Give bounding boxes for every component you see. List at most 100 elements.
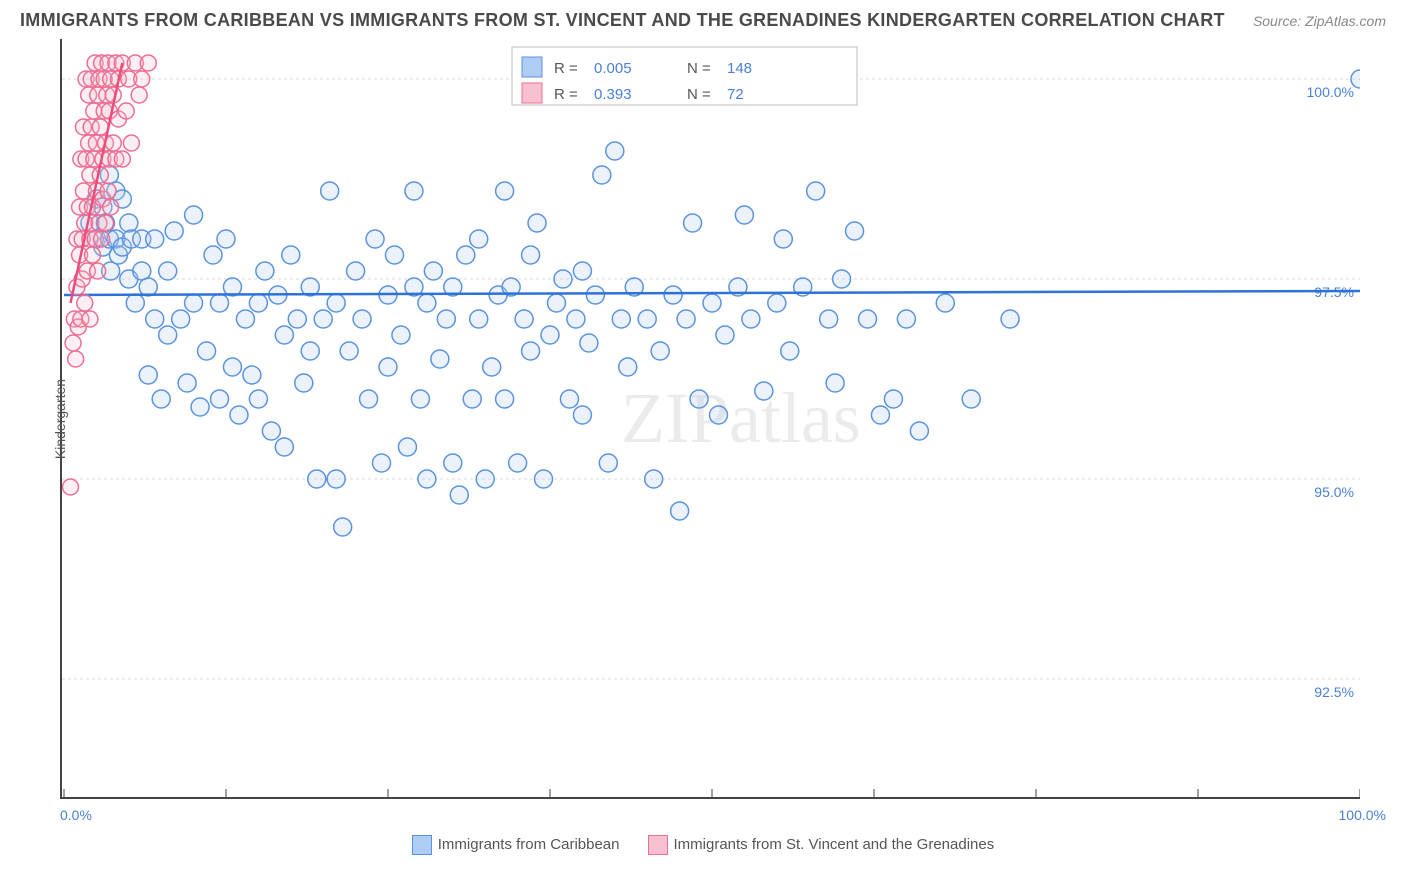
data-point-caribbean bbox=[781, 342, 799, 360]
data-point-caribbean bbox=[671, 502, 689, 520]
data-point-svg bbox=[105, 135, 121, 151]
data-point-caribbean bbox=[366, 230, 384, 248]
data-point-caribbean bbox=[638, 310, 656, 328]
data-point-caribbean bbox=[185, 206, 203, 224]
data-point-caribbean bbox=[217, 230, 235, 248]
data-point-caribbean bbox=[768, 294, 786, 312]
data-point-caribbean bbox=[165, 222, 183, 240]
legend-label: Immigrants from St. Vincent and the Gren… bbox=[674, 836, 995, 853]
data-point-caribbean bbox=[573, 262, 591, 280]
scatter-plot: 92.5%95.0%97.5%100.0%ZIPatlasR =0.005N =… bbox=[60, 39, 1360, 799]
data-point-caribbean bbox=[509, 454, 527, 472]
data-point-caribbean bbox=[871, 406, 889, 424]
data-point-caribbean bbox=[353, 310, 371, 328]
data-point-caribbean bbox=[437, 310, 455, 328]
data-point-caribbean bbox=[515, 310, 533, 328]
data-point-caribbean bbox=[282, 246, 300, 264]
data-point-caribbean bbox=[664, 286, 682, 304]
data-point-caribbean bbox=[230, 406, 248, 424]
data-point-svg bbox=[90, 263, 106, 279]
data-point-caribbean bbox=[191, 398, 209, 416]
data-point-caribbean bbox=[249, 390, 267, 408]
data-point-caribbean bbox=[236, 310, 254, 328]
data-point-caribbean bbox=[139, 366, 157, 384]
data-point-caribbean bbox=[340, 342, 358, 360]
data-point-caribbean bbox=[807, 182, 825, 200]
legend-label: Immigrants from Caribbean bbox=[438, 836, 620, 853]
data-point-caribbean bbox=[651, 342, 669, 360]
data-point-svg bbox=[62, 479, 78, 495]
data-point-caribbean bbox=[398, 438, 416, 456]
data-point-caribbean bbox=[619, 358, 637, 376]
data-point-caribbean bbox=[541, 326, 559, 344]
data-point-caribbean bbox=[243, 366, 261, 384]
chart-header: IMMIGRANTS FROM CARIBBEAN VS IMMIGRANTS … bbox=[0, 0, 1406, 39]
data-point-caribbean bbox=[554, 270, 572, 288]
data-point-caribbean bbox=[392, 326, 410, 344]
y-tick-label: 95.0% bbox=[1314, 484, 1354, 500]
watermark: ZIPatlas bbox=[621, 378, 861, 458]
data-point-svg bbox=[68, 351, 84, 367]
legend-n-label: N = bbox=[687, 60, 711, 77]
data-point-caribbean bbox=[256, 262, 274, 280]
data-point-caribbean bbox=[936, 294, 954, 312]
data-point-caribbean bbox=[198, 342, 216, 360]
data-point-caribbean bbox=[159, 262, 177, 280]
legend-swatch bbox=[648, 835, 668, 855]
data-point-svg bbox=[94, 231, 110, 247]
data-point-caribbean bbox=[275, 438, 293, 456]
data-point-caribbean bbox=[159, 326, 177, 344]
data-point-svg bbox=[134, 71, 150, 87]
legend-r-value: 0.005 bbox=[594, 60, 632, 77]
data-point-svg bbox=[82, 311, 98, 327]
data-point-caribbean bbox=[360, 390, 378, 408]
data-point-caribbean bbox=[327, 470, 345, 488]
data-point-caribbean bbox=[476, 470, 494, 488]
legend-swatch bbox=[522, 83, 542, 103]
legend-r-label: R = bbox=[554, 60, 578, 77]
data-point-caribbean bbox=[146, 310, 164, 328]
data-point-caribbean bbox=[599, 454, 617, 472]
data-point-caribbean bbox=[211, 390, 229, 408]
data-point-caribbean bbox=[223, 358, 241, 376]
data-point-caribbean bbox=[418, 294, 436, 312]
data-point-caribbean bbox=[211, 294, 229, 312]
data-point-caribbean bbox=[586, 286, 604, 304]
data-point-caribbean bbox=[567, 310, 585, 328]
data-point-caribbean bbox=[859, 310, 877, 328]
x-max-label: 100.0% bbox=[1339, 807, 1386, 823]
data-point-caribbean bbox=[288, 310, 306, 328]
legend-r-label: R = bbox=[554, 86, 578, 103]
data-point-svg bbox=[118, 103, 134, 119]
data-point-caribbean bbox=[522, 342, 540, 360]
data-point-caribbean bbox=[385, 246, 403, 264]
data-point-caribbean bbox=[470, 230, 488, 248]
data-point-caribbean bbox=[826, 374, 844, 392]
data-point-caribbean bbox=[120, 214, 138, 232]
data-point-caribbean bbox=[522, 246, 540, 264]
legend-n-value: 148 bbox=[727, 60, 752, 77]
data-point-caribbean bbox=[450, 486, 468, 504]
data-point-svg bbox=[100, 183, 116, 199]
data-point-caribbean bbox=[249, 294, 267, 312]
data-point-svg bbox=[97, 215, 113, 231]
data-point-caribbean bbox=[833, 270, 851, 288]
chart-area: Kindergarten 92.5%95.0%97.5%100.0%ZIPatl… bbox=[60, 39, 1386, 799]
data-point-caribbean bbox=[709, 406, 727, 424]
data-point-caribbean bbox=[846, 222, 864, 240]
data-point-caribbean bbox=[547, 294, 565, 312]
data-point-caribbean bbox=[820, 310, 838, 328]
data-point-caribbean bbox=[535, 470, 553, 488]
data-point-svg bbox=[114, 151, 130, 167]
data-point-caribbean bbox=[139, 278, 157, 296]
data-point-caribbean bbox=[470, 310, 488, 328]
data-point-caribbean bbox=[275, 326, 293, 344]
data-point-caribbean bbox=[424, 262, 442, 280]
legend-swatch bbox=[522, 57, 542, 77]
data-point-caribbean bbox=[185, 294, 203, 312]
data-point-caribbean bbox=[897, 310, 915, 328]
x-min-label: 0.0% bbox=[60, 807, 92, 823]
chart-title: IMMIGRANTS FROM CARIBBEAN VS IMMIGRANTS … bbox=[20, 10, 1225, 31]
y-tick-label: 92.5% bbox=[1314, 684, 1354, 700]
data-point-caribbean bbox=[884, 390, 902, 408]
